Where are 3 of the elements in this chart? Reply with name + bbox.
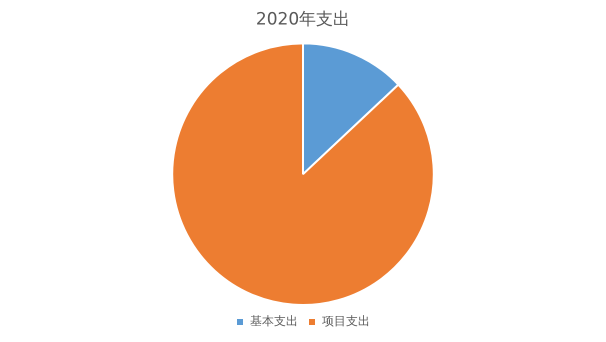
legend-label: 基本支出 (250, 314, 298, 328)
chart-title: 2020年支出 (256, 10, 350, 30)
legend-label: 项目支出 (322, 314, 370, 328)
